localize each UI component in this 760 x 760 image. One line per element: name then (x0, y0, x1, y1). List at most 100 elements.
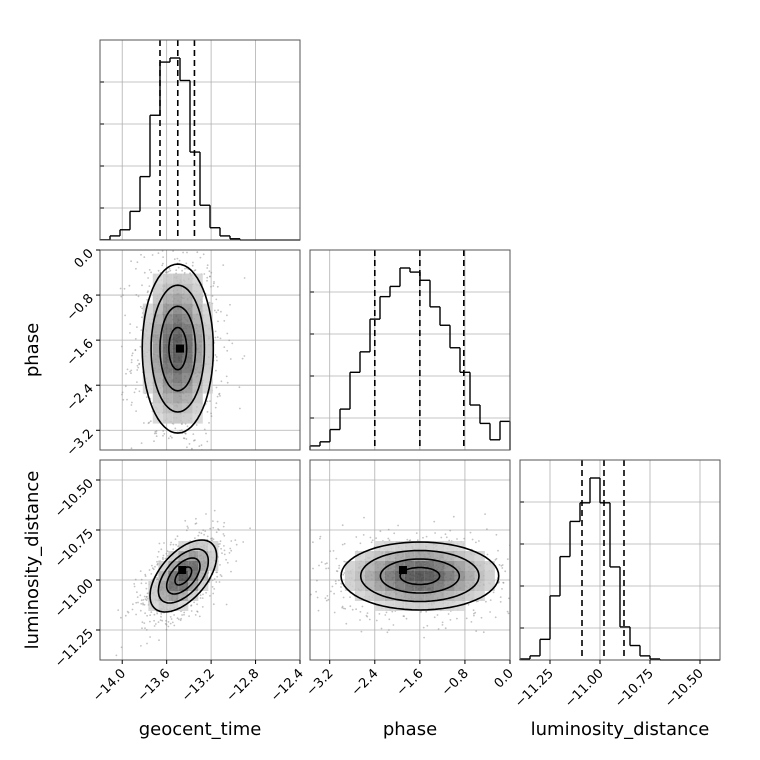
sample-point (517, 553, 519, 555)
sample-point (470, 621, 473, 623)
sample-point (138, 390, 141, 393)
sample-point (196, 611, 199, 613)
density-cell (444, 581, 455, 591)
density-cell (454, 561, 465, 571)
sample-point (242, 541, 245, 543)
sample-point (139, 345, 142, 348)
sample-point (379, 530, 382, 533)
sample-point (151, 402, 154, 404)
sample-point (150, 573, 153, 575)
density-cell (178, 591, 189, 601)
sample-point (225, 375, 228, 378)
density-cell (178, 581, 189, 591)
density-cell (162, 383, 173, 394)
density-cell (394, 591, 405, 601)
panel-content-2 (310, 460, 520, 660)
sample-point (124, 314, 126, 317)
sample-point (173, 614, 176, 616)
sample-point (415, 532, 418, 534)
sample-point (499, 596, 502, 598)
sample-point (239, 407, 241, 410)
sample-point (119, 287, 122, 290)
density-cell (172, 293, 183, 304)
sample-point (130, 361, 133, 364)
sample-point (223, 346, 226, 348)
sample-point (223, 320, 226, 322)
density-cell (172, 413, 183, 424)
density-cell (202, 313, 213, 324)
sample-point (325, 599, 328, 602)
density-cell (424, 601, 435, 611)
sample-point (141, 627, 143, 630)
sample-point (136, 326, 138, 328)
sample-point (140, 602, 143, 605)
sample-point (335, 570, 338, 572)
panel-frame-hist-geocent_time (99, 39, 301, 241)
sample-point (344, 607, 347, 610)
sample-point (156, 560, 158, 563)
sample-point (135, 410, 138, 412)
density-cell (152, 323, 163, 334)
density-cell (444, 601, 455, 611)
sample-point (341, 543, 344, 546)
density-cell (162, 283, 173, 294)
sample-point (140, 442, 143, 444)
sample-point (386, 631, 389, 634)
sample-point (218, 392, 221, 395)
sample-point (180, 617, 183, 620)
sample-point (133, 585, 136, 588)
sample-point (184, 432, 187, 435)
sample-point (518, 550, 520, 552)
sample-point (198, 531, 201, 534)
sample-point (492, 591, 495, 594)
density-cell (182, 303, 193, 314)
sample-point (380, 627, 383, 630)
sample-point (165, 628, 168, 631)
sample-point (172, 543, 175, 546)
sample-point (156, 578, 159, 580)
density-cell (434, 561, 445, 571)
sample-point (230, 540, 233, 542)
sample-point (153, 432, 156, 435)
density-cell (444, 541, 455, 551)
sample-point (230, 549, 233, 552)
sample-point (475, 541, 477, 544)
sample-point (480, 616, 483, 619)
sample-point (365, 614, 368, 617)
sample-point (508, 597, 510, 600)
sample-point (472, 609, 475, 612)
sample-point (133, 583, 136, 585)
sample-point (130, 447, 133, 450)
density-cell (404, 591, 415, 601)
sample-point (219, 543, 221, 545)
x-label-luminosity_distance: luminosity_distance (531, 719, 710, 740)
sample-point (126, 610, 129, 613)
sample-point (515, 589, 517, 591)
sample-point (216, 395, 219, 398)
density-cell (192, 393, 203, 404)
density-cell (192, 363, 203, 374)
sample-point (449, 529, 452, 532)
density-cell (192, 403, 203, 414)
contour-1-3 (149, 539, 218, 613)
density-cell (344, 581, 355, 591)
sample-point (327, 598, 330, 601)
density-cell (484, 571, 495, 581)
sample-point (238, 386, 241, 389)
sample-point (484, 513, 486, 515)
sample-point (211, 579, 214, 582)
density-cell (464, 551, 475, 561)
sample-point (137, 295, 140, 298)
density-cell (192, 293, 203, 304)
sample-point (345, 622, 348, 625)
sample-point (241, 357, 244, 360)
sample-point (517, 569, 519, 571)
sample-point (169, 543, 172, 546)
density-cell (202, 323, 213, 334)
ytick-label-phase-0: −3.2 (64, 427, 97, 460)
contour-0-3 (141, 263, 215, 434)
sample-point (333, 611, 336, 614)
sample-point (452, 515, 455, 518)
sample-point (422, 626, 425, 629)
sample-point (316, 596, 319, 599)
